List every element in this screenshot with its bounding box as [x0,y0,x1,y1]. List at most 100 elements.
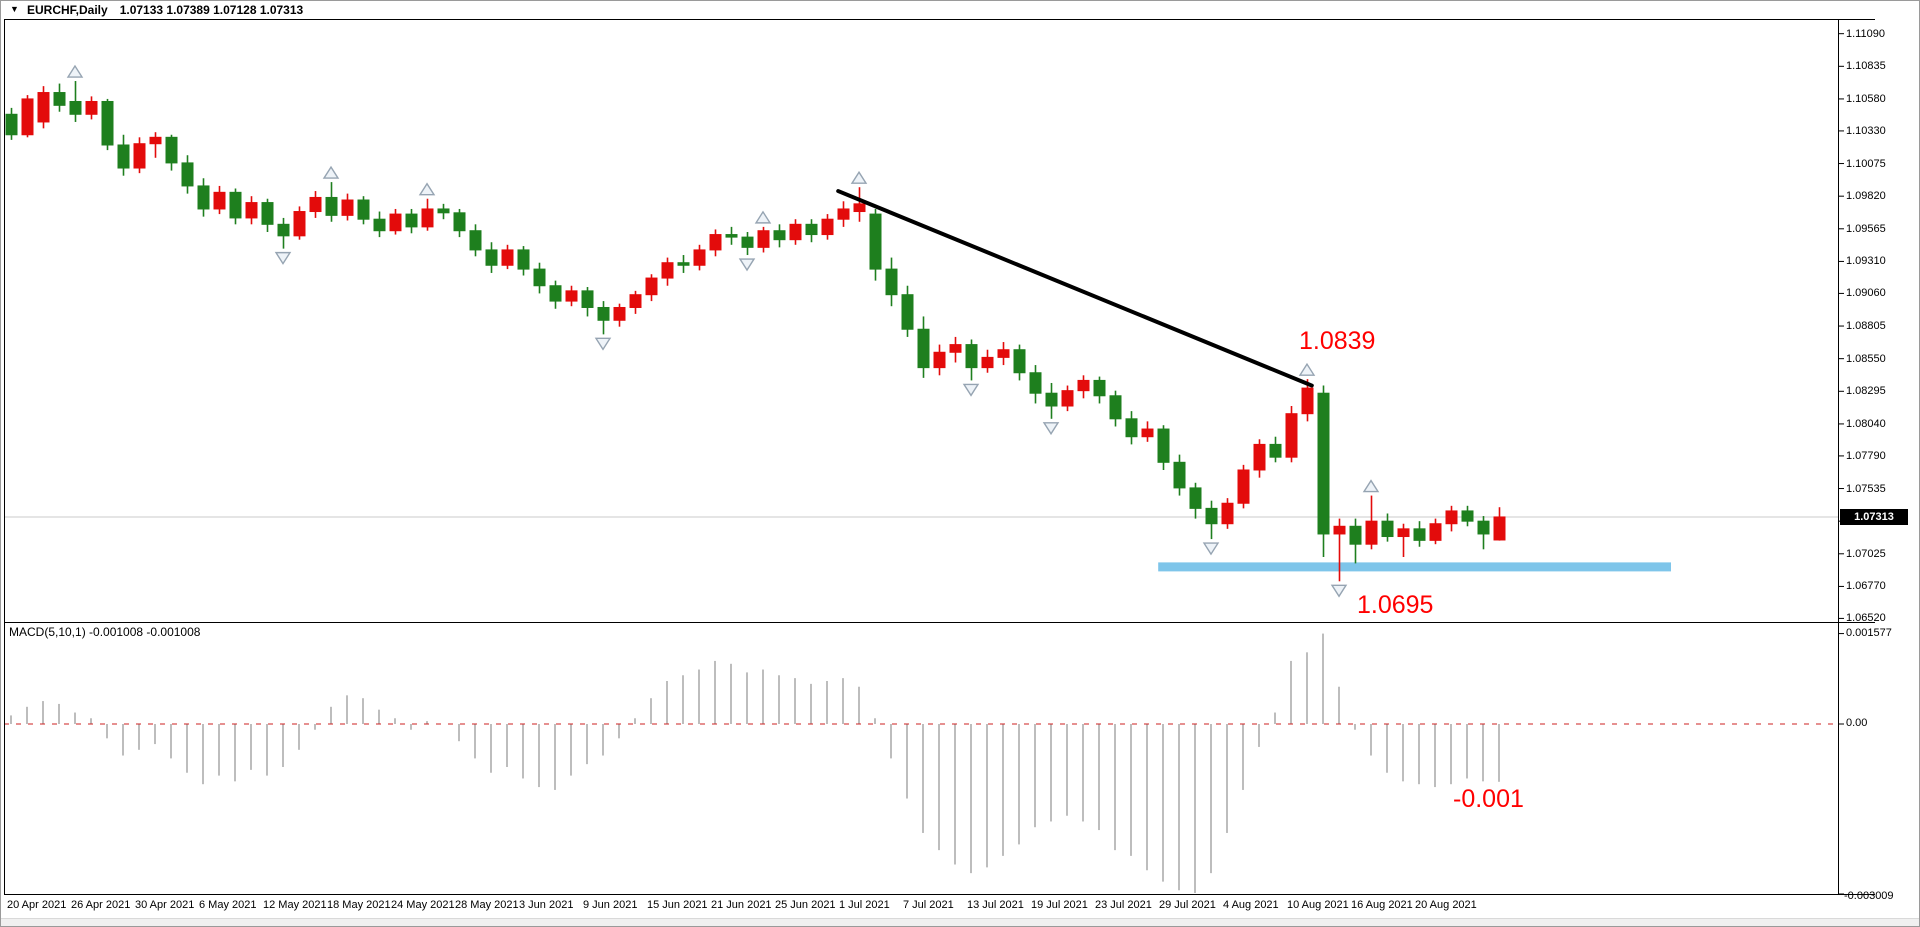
time-axis-label: 15 Jun 2021 [647,899,708,911]
price-axis-label: 1.07790 [1846,449,1886,462]
candle-body [885,268,898,296]
fractal-down-icon [1330,584,1348,598]
support-line[interactable] [1158,562,1671,572]
candle-body [1189,487,1202,509]
candle-body [1237,469,1250,504]
candle-body [597,306,610,321]
annotation-peak-price[interactable]: 1.0839 [1299,327,1376,355]
time-axis-label: 20 Apr 2021 [7,899,67,911]
candle-body [1429,523,1442,541]
candle-body [101,100,114,146]
fractal-down-icon [274,251,292,265]
candle-body [1413,528,1426,541]
candle-body [1125,418,1138,438]
fractal-up-icon [754,210,772,224]
trendline[interactable] [836,189,1314,388]
candle-body [85,100,98,115]
bottom-strip [1,918,1919,926]
candle-body [197,185,210,210]
candle-body [1077,379,1090,392]
candle-body [869,213,882,270]
candle-body [357,199,370,220]
candle-body [309,196,322,213]
candle-body [133,143,146,169]
price-axis-label: 1.08805 [1846,320,1886,333]
candle-body [1269,443,1282,458]
time-axis-label: 24 May 2021 [391,899,455,911]
candle-body [5,113,18,136]
candle-body [261,202,274,225]
candle-body [773,230,786,241]
price-axis-label: 1.07535 [1846,482,1886,495]
candle-body [1253,443,1266,471]
annotation-support-price[interactable]: 1.0695 [1357,591,1434,619]
fractal-up-icon [1298,362,1316,376]
candle-body [1365,520,1378,545]
price-axis-label: 1.08040 [1846,417,1886,430]
macd-axis-max-label: 0.001577 [1846,627,1892,639]
candle-body [37,92,50,123]
fractal-down-icon [962,383,980,397]
candle-body [965,344,978,369]
candle-body [1221,502,1234,525]
time-axis-label: 16 Aug 2021 [1351,899,1413,911]
time-axis-label: 6 May 2021 [199,899,257,911]
time-axis-label: 23 Jul 2021 [1095,899,1152,911]
candle-body [437,208,450,214]
candle-body [933,351,946,369]
fractal-down-icon [1042,422,1060,436]
candle-body [389,213,402,232]
candle-body [341,199,354,216]
candle-body [1029,372,1042,394]
time-axis-label: 19 Jul 2021 [1031,899,1088,911]
candle-body [661,262,674,279]
time-axis-label: 18 May 2021 [327,899,391,911]
candle-body [1349,525,1362,545]
candle-body [741,236,754,248]
price-axis-label: 1.09310 [1846,255,1886,268]
chart-dropdown-icon[interactable]: ▼ [10,4,19,14]
candle-body [1397,528,1410,538]
annotation-macd-value[interactable]: -0.001 [1453,785,1524,813]
time-axis-label: 20 Aug 2021 [1415,899,1477,911]
price-axis-label: 1.07025 [1846,547,1886,560]
fractal-up-icon [1362,479,1380,493]
candle-body [565,290,578,302]
candle-body [1477,520,1490,535]
symbol-timeframe: EURCHF,Daily [27,3,108,17]
candle-body [1173,461,1186,489]
fractal-up-icon [850,170,868,184]
time-axis-label: 30 Apr 2021 [135,899,195,911]
candle-body [821,218,834,236]
candle-body [21,98,34,136]
candle-body [1317,392,1330,535]
candle-body [517,249,530,270]
candle-body [405,213,418,228]
price-axis-label: 1.06520 [1846,612,1886,625]
time-axis-label: 1 Jul 2021 [839,899,890,911]
candle-body [501,249,514,266]
candle-body [1045,392,1058,407]
candle-body [693,249,706,266]
candle-body [277,223,290,237]
candle-body [1157,428,1170,463]
candle-body [1093,379,1106,397]
candle-body [677,262,690,266]
candle-body [613,306,626,321]
candle-body [997,349,1010,358]
time-axis-label: 29 Jul 2021 [1159,899,1216,911]
candle-body [981,356,994,369]
candle-body [853,203,866,213]
fractal-up-icon [66,64,84,78]
candle-body [469,230,482,251]
candle-body [1301,387,1314,415]
fractal-down-icon [1202,542,1220,556]
time-axis-label: 10 Aug 2021 [1287,899,1349,911]
candle-body [53,92,66,106]
candle-body [293,211,306,237]
price-axis-label: 1.10580 [1846,92,1886,105]
candle-body [917,328,930,369]
time-axis-label: 3 Jun 2021 [519,899,574,911]
